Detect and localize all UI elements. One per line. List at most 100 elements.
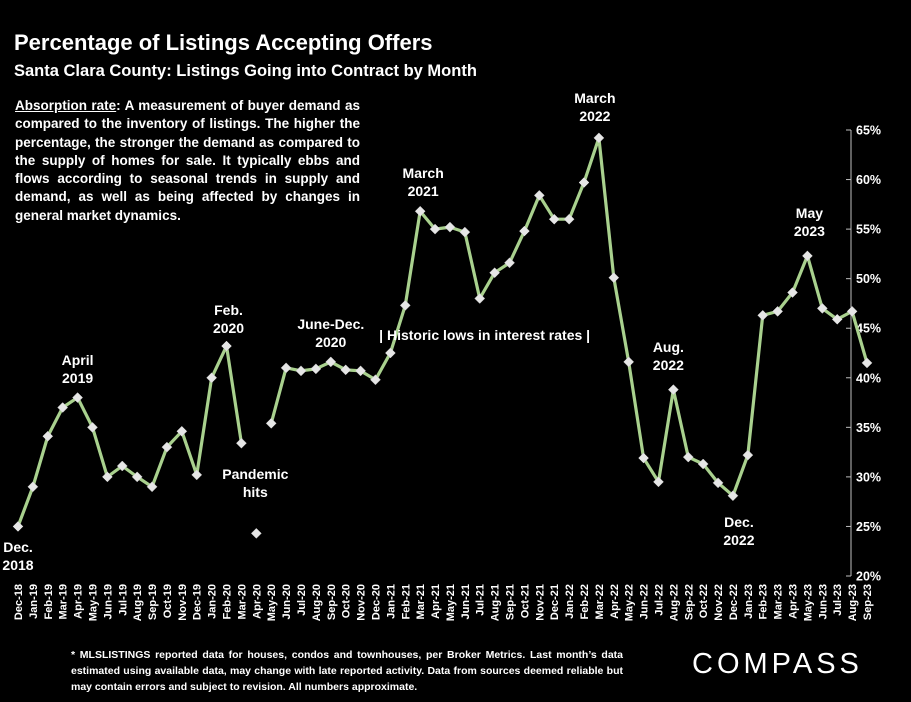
compass-logo: COMPASS	[692, 648, 863, 680]
x-tick-label: Jun-23	[817, 584, 829, 619]
x-tick-label: Oct-20	[341, 584, 353, 618]
x-tick-label: Aug-23	[847, 584, 859, 621]
data-point	[519, 225, 530, 237]
data-point	[414, 205, 426, 217]
x-tick-label: Dec-20	[370, 584, 382, 620]
data-point	[161, 441, 173, 453]
data-point	[87, 421, 98, 433]
x-tick-label: Jul-23	[832, 584, 844, 616]
x-tick-label: Dec-22	[728, 584, 740, 620]
y-tick-label: 40%	[856, 371, 881, 385]
data-point	[176, 425, 188, 437]
data-point	[57, 402, 69, 413]
x-tick-label: Jan-20	[207, 584, 219, 619]
data-point	[578, 177, 590, 188]
x-tick-label: Sep-23	[862, 584, 874, 620]
x-tick-label: May-23	[802, 584, 814, 621]
data-point	[131, 471, 143, 483]
data-point	[802, 250, 813, 262]
data-point	[221, 340, 232, 352]
data-point	[265, 418, 277, 429]
data-point	[206, 372, 217, 384]
data-point	[504, 257, 515, 269]
x-tick-label: Feb-19	[43, 584, 55, 619]
annotations: Dec. 2018 April 2019 Feb. 2020 Pandemic hits Jun…	[2, 90, 825, 573]
data-point	[548, 213, 560, 225]
chart-title: Percentage of Listings Accepting Offers	[14, 30, 433, 55]
x-tick-label: Aug-20	[311, 584, 323, 621]
x-tick-label: Mar-21	[415, 584, 427, 619]
data-point	[474, 293, 486, 304]
data-point	[831, 313, 843, 325]
x-tick-label: May-19	[87, 584, 99, 621]
x-tick-label: Jun-19	[102, 584, 114, 619]
footnote: * MLSLISTINGS reported data for houses, …	[71, 649, 623, 693]
x-tick-label: Jul-20	[296, 584, 308, 616]
data-point	[355, 365, 366, 377]
annotation-label: Dec.	[724, 514, 754, 530]
annotation-label: | Historic lows in interest rates |	[379, 327, 590, 343]
definition-body: : A measurement of buyer demand as compa…	[15, 98, 360, 223]
x-tick-label: Jan-21	[385, 584, 397, 619]
definition-text: Absorption rate: A measurement of buyer …	[15, 97, 360, 225]
data-point	[12, 521, 24, 532]
x-tick-label: Apr-19	[73, 584, 85, 619]
data-point	[250, 528, 262, 539]
x-tick-label: Jun-20	[281, 584, 293, 619]
data-point	[593, 132, 605, 144]
x-tick-label: Oct-19	[162, 584, 174, 618]
x-tick-label: May-22	[624, 584, 636, 621]
x-tick-label: May-20	[266, 584, 278, 621]
data-point	[727, 490, 739, 502]
x-tick-label: Mar-23	[773, 584, 785, 619]
x-tick-label: Jun-21	[460, 584, 472, 619]
annotation-label: May	[796, 205, 823, 221]
annotation-label: Feb.	[214, 302, 243, 318]
annotation-label: Aug.	[653, 339, 684, 355]
y-tick-label: 35%	[856, 421, 881, 435]
data-point	[399, 300, 411, 311]
x-tick-label: Jun-22	[639, 584, 651, 619]
x-tick-label: Dec-19	[192, 584, 204, 620]
x-tick-label: Dec-21	[549, 584, 561, 620]
y-tick-label: 25%	[856, 520, 881, 534]
y-tick-label: 55%	[856, 223, 881, 237]
y-tick-label: 20%	[856, 570, 881, 584]
x-tick-label: Nov-22	[713, 584, 725, 621]
x-tick-label: Feb-20	[222, 584, 234, 619]
data-point	[668, 384, 679, 396]
x-tick-label: Jul-22	[653, 584, 665, 616]
data-point	[861, 357, 873, 369]
x-tick-label: Nov-21	[534, 584, 546, 621]
data-point	[102, 471, 113, 483]
x-tick-label: Mar-22	[594, 584, 606, 619]
annotation-label: Pandemic	[222, 466, 288, 482]
data-point	[608, 272, 620, 284]
data-point	[42, 430, 54, 442]
x-tick-label: Mar-19	[58, 584, 70, 619]
x-tick-label: Apr-22	[609, 584, 621, 619]
chart-subtitle: Santa Clara County: Listings Going into …	[14, 62, 477, 80]
data-point	[623, 356, 635, 368]
data-point	[325, 356, 337, 368]
x-tick-label: Jul-19	[117, 584, 129, 616]
data-point	[72, 392, 83, 403]
x-tick-label: Apr-21	[430, 584, 442, 619]
series-line-segment	[16, 344, 244, 528]
data-point	[638, 452, 649, 464]
x-tick-label: Feb-21	[400, 584, 412, 619]
x-tick-label: Nov-19	[177, 584, 189, 621]
data-point	[295, 365, 307, 377]
y-tick-label: 65%	[856, 124, 881, 138]
data-point	[772, 306, 783, 317]
x-tick-label: Mar-20	[236, 584, 248, 619]
data-point	[236, 437, 247, 449]
x-tick-label: Aug-22	[668, 584, 680, 621]
annotation-label: 2019	[62, 370, 93, 386]
data-point	[697, 458, 709, 470]
x-tick-label: Sep-21	[505, 584, 517, 620]
y-tick-label: 50%	[856, 272, 881, 286]
series-line	[12, 132, 873, 539]
x-tick-label: Apr-20	[251, 584, 263, 619]
